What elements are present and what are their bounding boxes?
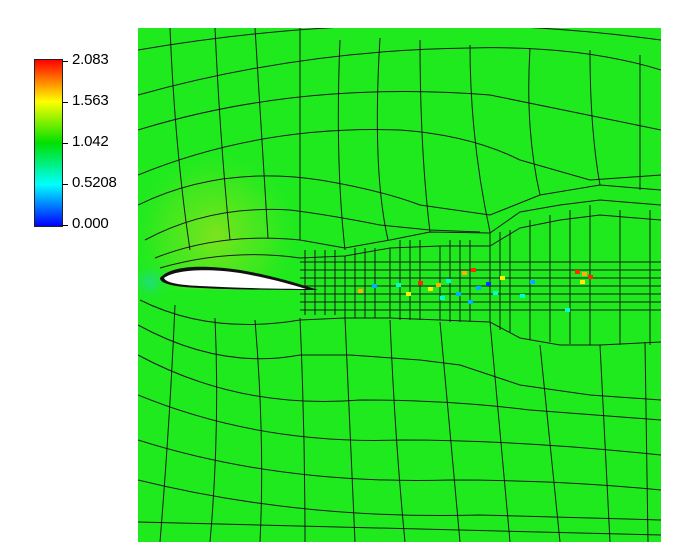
wake-hotspot-cell <box>372 284 377 288</box>
wake-hotspot-cell <box>500 276 505 280</box>
mesh-lines <box>138 28 661 542</box>
colorbar-label: 1.042 <box>72 133 109 150</box>
colorbar-label: 1.563 <box>72 92 109 109</box>
wake-hotspot-cell <box>582 272 587 276</box>
mesh-field-plot <box>138 28 661 542</box>
colorbar-label-max: 2.083 <box>72 51 109 68</box>
wake-hotspot-cell <box>530 280 535 284</box>
colorbar-label-min: 0.000 <box>72 215 109 232</box>
wake-hotspot-cell <box>493 291 498 295</box>
wake-hotspot-cell <box>446 279 451 283</box>
wake-hotspot-cell <box>520 294 525 298</box>
wake-hotspot-cell <box>358 289 363 293</box>
wake-hotspot-cell <box>428 287 433 291</box>
wake-hotspot-cell <box>396 283 401 287</box>
wake-hotspot-cell <box>471 268 476 272</box>
colorbar-tick <box>62 184 68 185</box>
colorbar-tick <box>62 61 68 62</box>
wake-hotspot-cell <box>588 275 593 279</box>
wake-hotspot-cell <box>462 271 467 275</box>
wake-hotspot-cell <box>476 286 481 290</box>
wake-hotspot-cell <box>565 308 570 312</box>
colorbar-tick <box>62 102 68 103</box>
colorbar-tick <box>62 143 68 144</box>
wake-hotspot-cell <box>486 282 491 286</box>
wake-hotspot-cell <box>580 280 585 284</box>
colorbar <box>34 59 63 227</box>
wake-hotspot-cell <box>575 270 580 274</box>
wake-hotspot-cell <box>440 296 445 300</box>
wake-hotspot-cell <box>406 292 411 296</box>
wake-hotspot-cell <box>436 283 441 287</box>
airfoil <box>160 266 318 290</box>
wake-hotspot-cell <box>456 292 461 296</box>
wake-hotspot-cell <box>418 281 423 285</box>
wake-hotspots <box>358 268 593 312</box>
colorbar-label: 0.5208 <box>72 174 117 191</box>
colorbar-tick <box>62 225 68 226</box>
wake-hotspot-cell <box>468 300 473 304</box>
